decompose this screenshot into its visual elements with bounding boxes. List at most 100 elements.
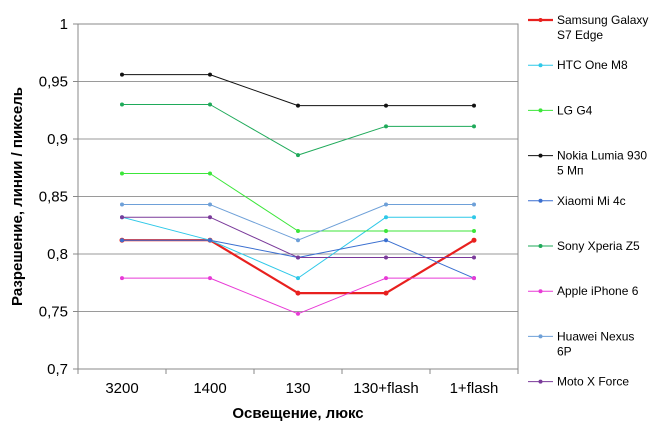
legend-marker bbox=[538, 334, 543, 339]
legend-item: Moto X Force bbox=[528, 375, 629, 389]
legend-marker bbox=[538, 18, 543, 22]
data-point bbox=[472, 202, 476, 207]
xtick-label: 1400 bbox=[193, 380, 226, 397]
data-point bbox=[120, 102, 124, 107]
legend-label: Xiaomi Mi 4c bbox=[557, 194, 626, 208]
data-point bbox=[384, 229, 388, 233]
series-lines bbox=[119, 72, 477, 316]
gridlines bbox=[78, 23, 518, 370]
data-point bbox=[384, 103, 388, 108]
data-point bbox=[472, 276, 476, 281]
series-path bbox=[121, 216, 474, 279]
ytick-label: 0,9 bbox=[47, 131, 68, 148]
data-point bbox=[120, 171, 124, 176]
data-point bbox=[208, 72, 212, 77]
data-point bbox=[296, 103, 300, 108]
legend-label: 6P bbox=[557, 344, 572, 358]
data-point bbox=[296, 255, 300, 260]
ytick-label: 1 bbox=[60, 16, 68, 33]
data-point bbox=[208, 171, 212, 176]
xtick-label: 1+flash bbox=[450, 380, 499, 397]
x-axis-title: Освещение, люкс bbox=[232, 405, 363, 422]
data-point bbox=[208, 202, 212, 207]
legend-marker bbox=[538, 289, 543, 294]
data-point bbox=[120, 238, 124, 243]
series-line bbox=[120, 202, 476, 243]
series-line bbox=[120, 171, 476, 233]
legend-item: Sony Xperia Z5 bbox=[528, 239, 640, 253]
legend-marker bbox=[538, 63, 543, 68]
data-point bbox=[384, 276, 388, 281]
legend-marker bbox=[538, 379, 543, 384]
data-point bbox=[384, 255, 388, 260]
xtick-label: 3200 bbox=[105, 380, 138, 397]
ytick-label: 0,7 bbox=[47, 361, 68, 378]
y-axis-title: Разрешение, линии / пиксель bbox=[9, 87, 26, 306]
series-path bbox=[122, 104, 474, 156]
legend-marker bbox=[538, 108, 543, 113]
legend-label: Nokia Lumia 930 bbox=[557, 149, 647, 163]
data-point bbox=[472, 229, 476, 233]
data-point bbox=[384, 215, 388, 220]
data-point bbox=[120, 215, 124, 220]
legend-item: Apple iPhone 6 bbox=[528, 284, 639, 298]
data-point bbox=[296, 238, 300, 243]
series-path bbox=[122, 74, 474, 107]
legend-label: Huawei Nexus bbox=[557, 329, 634, 343]
series-line bbox=[120, 276, 476, 316]
ytick-label: 0,8 bbox=[47, 246, 68, 263]
legend-item: HTC One M8 bbox=[528, 58, 628, 72]
legend-marker bbox=[538, 153, 543, 158]
data-point bbox=[472, 215, 476, 220]
xtick-label: 130+flash bbox=[353, 380, 418, 397]
series-path bbox=[122, 239, 475, 295]
y-axis-ticks: 0,7 0,75 0,8 0,85 0,9 0,95 1 bbox=[39, 16, 78, 378]
legend-label: Apple iPhone 6 bbox=[557, 284, 639, 298]
series-path bbox=[122, 277, 474, 315]
data-point bbox=[384, 238, 388, 243]
data-point bbox=[208, 276, 212, 281]
data-point bbox=[383, 290, 389, 296]
legend-item: Xiaomi Mi 4c bbox=[528, 194, 626, 208]
series-line bbox=[120, 72, 476, 108]
series-line bbox=[120, 102, 476, 158]
legend-label: LG G4 bbox=[557, 103, 593, 117]
data-point bbox=[296, 276, 300, 281]
xtick-label: 130 bbox=[285, 380, 310, 397]
data-point bbox=[208, 215, 212, 220]
ytick-label: 0,85 bbox=[39, 189, 68, 206]
series-path bbox=[122, 216, 474, 258]
legend-item: LG G4 bbox=[528, 103, 593, 117]
data-point bbox=[384, 202, 388, 207]
data-point bbox=[120, 72, 124, 77]
data-point bbox=[472, 103, 476, 108]
legend-label: Moto X Force bbox=[557, 375, 629, 389]
data-point bbox=[296, 229, 300, 233]
data-point bbox=[296, 311, 300, 316]
data-point bbox=[120, 202, 124, 207]
data-point bbox=[295, 290, 301, 296]
legend-label: Samsung Galaxy bbox=[557, 13, 648, 27]
series-path bbox=[122, 204, 474, 241]
data-point bbox=[384, 124, 388, 129]
data-point bbox=[120, 276, 124, 281]
legend-label: Sony Xperia Z5 bbox=[557, 239, 640, 253]
series-line bbox=[119, 237, 477, 296]
ytick-label: 0,75 bbox=[39, 304, 68, 321]
data-point bbox=[208, 238, 212, 243]
legend-marker bbox=[538, 198, 543, 203]
legend-label: HTC One M8 bbox=[557, 58, 628, 72]
legend-label: 5 Мп bbox=[557, 164, 584, 178]
data-point bbox=[472, 124, 476, 129]
data-point bbox=[296, 153, 300, 158]
series-line bbox=[120, 215, 476, 260]
x-axis-ticks: 3200 1400 130 130+flash 1+flash bbox=[77, 369, 519, 397]
data-point bbox=[208, 102, 212, 107]
data-point bbox=[472, 255, 476, 260]
series-path bbox=[122, 173, 474, 232]
